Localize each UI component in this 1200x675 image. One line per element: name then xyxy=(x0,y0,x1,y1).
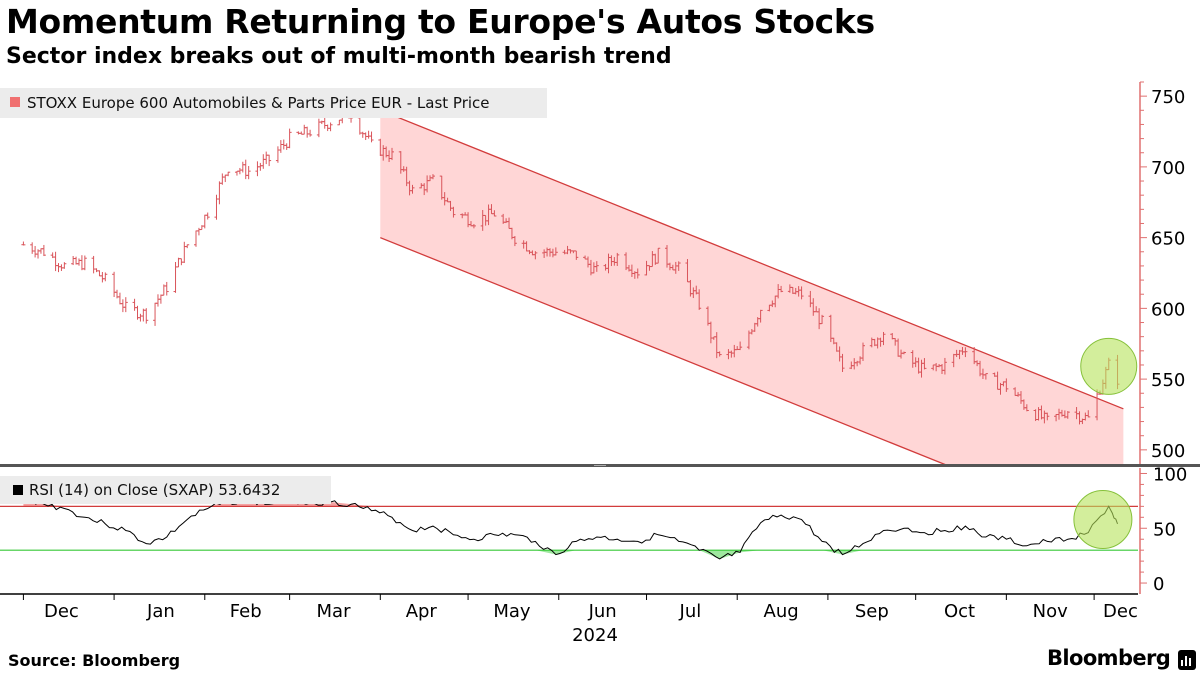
rsi-oversold-fill xyxy=(535,550,864,559)
price-y-tick-label: 700 xyxy=(1151,158,1185,179)
price-y-tick-label: 650 xyxy=(1151,229,1185,250)
x-tick-label: Nov xyxy=(1033,601,1068,622)
x-tick-label: Sep xyxy=(855,601,889,622)
price-legend-swatch xyxy=(10,97,20,107)
x-tick-label: Oct xyxy=(944,601,975,622)
x-tick-label: Aug xyxy=(764,601,799,622)
axes: 500 550 600 650 700 750 0 50 100 Dec Jan Feb Mar Apr M… xyxy=(0,81,1200,646)
chart-subtitle: Sector index breaks out of multi-month b… xyxy=(6,44,672,69)
x-tick-label: Dec xyxy=(44,601,79,622)
price-panel: STOXX Europe 600 Automobiles & Parts Pri… xyxy=(0,88,1138,464)
rsi-legend-swatch xyxy=(13,485,23,495)
x-tick-label: Jan xyxy=(146,601,175,622)
x-tick-label: Mar xyxy=(317,601,352,622)
x-axis-year-label: 2024 xyxy=(572,625,618,646)
bloomberg-terminal-icon xyxy=(1178,650,1196,670)
rsi-y-tick-label: 0 xyxy=(1153,574,1164,595)
brand-logo-text: Bloomberg xyxy=(1047,646,1171,670)
rsi-legend-bg xyxy=(0,476,331,504)
price-legend-label: STOXX Europe 600 Automobiles & Parts Pri… xyxy=(27,94,490,112)
rsi-y-tick-label: 100 xyxy=(1153,464,1187,485)
rsi-legend-label: RSI (14) on Close (SXAP) 53.6432 xyxy=(29,481,280,499)
channel-lower-line xyxy=(380,237,946,464)
x-tick-label: Dec xyxy=(1103,601,1138,622)
chart-title: Momentum Returning to Europe's Autos Sto… xyxy=(6,2,875,41)
price-y-tick-label: 600 xyxy=(1151,299,1185,320)
breakout-highlight xyxy=(1080,337,1138,395)
source-label: Source: Bloomberg xyxy=(8,651,181,670)
price-legend-bg xyxy=(0,88,547,118)
rsi-panel: RSI (14) on Close (SXAP) 53.6432 xyxy=(0,476,1138,560)
x-tick-label: Jun xyxy=(588,601,617,622)
trend-channel-fill xyxy=(380,110,1124,464)
x-tick-label: Feb xyxy=(230,601,262,622)
x-tick-label: Apr xyxy=(406,601,438,622)
price-y-tick-label: 550 xyxy=(1151,370,1185,391)
price-y-tick-label: 500 xyxy=(1151,441,1185,462)
price-y-tick-label: 750 xyxy=(1151,87,1185,108)
rsi-line xyxy=(23,497,1118,560)
x-tick-label: Jul xyxy=(679,601,702,622)
channel-upper-line xyxy=(380,109,1124,410)
rsi-highlight xyxy=(1073,489,1133,549)
x-tick-label: May xyxy=(493,601,531,622)
rsi-y-tick-label: 50 xyxy=(1153,519,1176,540)
rsi-overbought-fill xyxy=(23,497,372,507)
